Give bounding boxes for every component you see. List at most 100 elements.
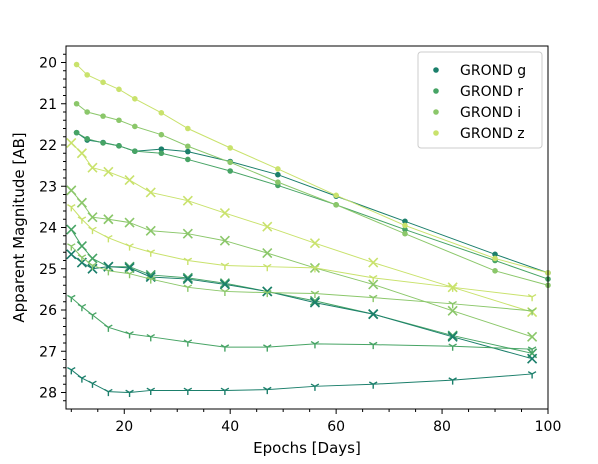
data-point [146, 333, 156, 342]
data-point [183, 387, 193, 395]
data-point [448, 284, 457, 292]
series-layer [66, 61, 551, 397]
data-point [448, 377, 457, 385]
data-point [220, 262, 230, 270]
data-point [125, 331, 134, 339]
data-point [73, 100, 80, 107]
data-point [310, 383, 320, 391]
data-point [73, 129, 80, 136]
data-point [66, 224, 77, 235]
data-point [132, 123, 138, 130]
data-point [66, 185, 77, 196]
data-point [73, 61, 80, 68]
data-point [88, 312, 97, 320]
legend-label: GROND r [460, 84, 523, 100]
data-point [182, 228, 193, 239]
data-point [527, 293, 537, 302]
data-point [263, 386, 272, 395]
data-point [263, 263, 272, 272]
legend-label: GROND g [460, 63, 526, 79]
y-tick-label: 21 [39, 97, 57, 113]
data-point [368, 309, 379, 320]
data-point [402, 230, 408, 237]
data-point [77, 375, 87, 383]
data-point [310, 340, 320, 349]
data-point [275, 166, 281, 172]
y-tick-label: 25 [39, 262, 57, 278]
data-point [447, 305, 458, 316]
x-tick-label: 20 [115, 419, 133, 435]
data-point [333, 202, 339, 208]
series-line [70, 245, 533, 312]
data-point [185, 148, 191, 155]
data-point [492, 251, 498, 258]
y-tick-label: 23 [39, 179, 57, 195]
series-line [70, 190, 533, 338]
data-point [262, 221, 273, 232]
data-point [88, 226, 97, 235]
legend-label: GROND i [460, 105, 521, 121]
data-point [448, 343, 457, 351]
series-1 [73, 129, 551, 282]
data-point [527, 371, 537, 379]
data-point [402, 218, 408, 225]
y-tick-label: 20 [39, 56, 57, 72]
data-point [310, 290, 320, 298]
data-point [84, 109, 90, 115]
data-point [333, 192, 339, 199]
data-point [448, 300, 457, 309]
series-9 [67, 243, 537, 316]
data-point [67, 204, 76, 212]
series-7 [66, 249, 538, 364]
data-point [182, 272, 193, 283]
data-point [402, 222, 408, 229]
x-tick-label: 80 [433, 419, 451, 435]
legend-box [417, 51, 543, 149]
data-point [67, 366, 76, 375]
data-point [77, 254, 87, 262]
data-point [88, 380, 97, 388]
data-point [100, 79, 106, 86]
series-line [70, 369, 533, 394]
data-point [309, 295, 321, 306]
data-point [227, 168, 233, 174]
data-point [76, 240, 87, 252]
data-point [87, 212, 98, 223]
series-11 [67, 366, 537, 397]
data-point [66, 249, 77, 260]
data-point [87, 162, 98, 173]
x-tick-label: 40 [221, 419, 239, 435]
series-line [70, 297, 533, 350]
series-line [70, 253, 533, 360]
data-point [125, 243, 134, 251]
series-5 [66, 185, 538, 342]
data-point [447, 331, 458, 342]
data-point [104, 388, 113, 397]
data-point [527, 307, 537, 316]
data-point [219, 235, 230, 246]
data-point [125, 270, 134, 279]
data-point [262, 248, 273, 259]
series-2 [73, 100, 551, 289]
data-point [145, 187, 156, 198]
data-point [77, 216, 87, 224]
data-point [84, 136, 90, 142]
data-point [146, 387, 156, 395]
series-line [70, 229, 533, 354]
data-point [158, 110, 165, 116]
series-line [70, 206, 533, 298]
data-point [182, 273, 193, 285]
series-4 [66, 137, 538, 318]
y-tick-label: 26 [39, 303, 57, 319]
data-point [527, 346, 537, 354]
data-point [219, 207, 230, 219]
x-axis-label: Epochs [Days] [253, 439, 361, 457]
data-point [183, 339, 193, 347]
data-point [100, 113, 106, 119]
y-tick-label: 22 [39, 138, 57, 154]
data-point [182, 195, 193, 206]
data-point [220, 288, 230, 296]
data-point [368, 257, 379, 268]
data-point [158, 146, 165, 152]
